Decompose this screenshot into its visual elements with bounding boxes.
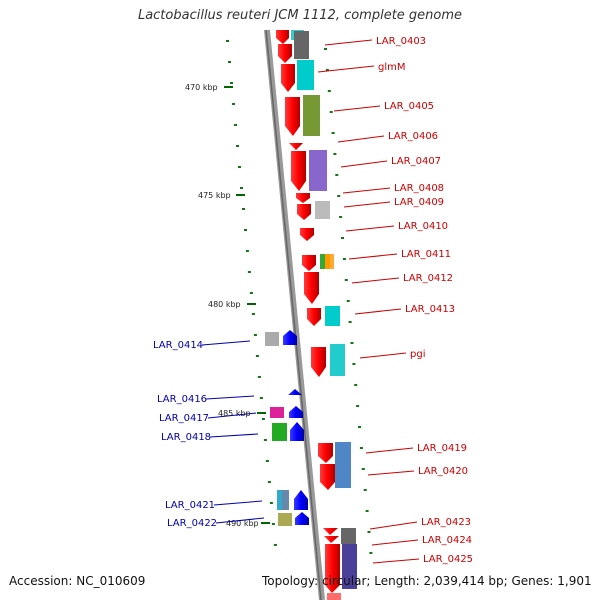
gene-label-LAR_0407[interactable]: LAR_0407 (391, 156, 441, 167)
cds-arrow (283, 330, 297, 345)
cds-arrow (295, 512, 309, 525)
gene-label-LAR_0406[interactable]: LAR_0406 (388, 131, 438, 142)
gene-label-LAR_0409[interactable]: LAR_0409 (394, 197, 444, 208)
gene-label-pgi[interactable]: pgi (410, 349, 425, 360)
gene-label-LAR_0419[interactable]: LAR_0419 (417, 443, 467, 454)
topology-text: Topology: circular; Length: 2,039,414 bp… (262, 574, 592, 588)
gene-label-glmM[interactable]: glmM (378, 62, 406, 73)
scale-label-490: 490 kbp (226, 519, 259, 528)
gene-label-LAR_0411[interactable]: LAR_0411 (401, 249, 451, 260)
accession-text: Accession: NC_010609 (9, 574, 146, 588)
cds-arrow (302, 255, 316, 271)
cds-arrow (289, 406, 303, 418)
cds-arrow (311, 347, 326, 377)
reverse-cds-track (265, 330, 309, 526)
gene-label-LAR_0424[interactable]: LAR_0424 (422, 535, 472, 546)
forward-cds-track (276, 30, 341, 600)
reverse-gene-labels: LAR_0414 LAR_0416 LAR_0417 LAR_0418 LAR_… (153, 340, 265, 529)
gene-label-LAR_0422[interactable]: LAR_0422 (167, 518, 217, 529)
cds-arrow (289, 143, 303, 150)
cds-arrow (307, 308, 321, 326)
forward-cog-track (291, 30, 357, 589)
gene-label-LAR_0414[interactable]: LAR_0414 (153, 340, 203, 351)
scale-label-470: 470 kbp (185, 83, 218, 92)
cds-arrow (320, 464, 335, 490)
gene-label-LAR_0405[interactable]: LAR_0405 (384, 101, 434, 112)
gene-label-LAR_0425[interactable]: LAR_0425 (423, 554, 473, 565)
cds-arrow (325, 544, 340, 593)
cds-arrow (324, 536, 339, 543)
gene-label-LAR_0420[interactable]: LAR_0420 (418, 466, 468, 477)
scale-ticks: 470 kbp 475 kbp 480 kbp 485 kbp 490 kbp (185, 83, 270, 528)
cds-arrow (323, 528, 338, 535)
gene-label-LAR_0403[interactable]: LAR_0403 (376, 36, 426, 47)
gene-label-LAR_0416[interactable]: LAR_0416 (157, 394, 207, 405)
cds-arrow (294, 490, 308, 510)
cds-arrow (296, 193, 310, 203)
cds-arrow (276, 30, 289, 44)
cds-arrow (290, 422, 304, 441)
forward-gene-labels: LAR_0403 glmM LAR_0405 LAR_0406 LAR_0407… (317, 36, 473, 565)
cds-arrow (327, 593, 341, 600)
cds-arrow (300, 228, 314, 241)
cds-arrow (285, 97, 300, 136)
cds-arrow (291, 151, 306, 191)
cds-arrow (281, 64, 295, 92)
cds-arrow (318, 443, 333, 463)
gene-label-LAR_0417[interactable]: LAR_0417 (159, 413, 209, 424)
cds-arrow (278, 44, 292, 63)
scale-label-485: 485 kbp (218, 409, 251, 418)
gene-label-LAR_0423[interactable]: LAR_0423 (421, 517, 471, 528)
gene-label-LAR_0408[interactable]: LAR_0408 (394, 183, 444, 194)
gene-label-LAR_0413[interactable]: LAR_0413 (405, 304, 455, 315)
gene-label-LAR_0410[interactable]: LAR_0410 (398, 221, 448, 232)
cds-arrow (297, 204, 311, 220)
gene-label-LAR_0412[interactable]: LAR_0412 (403, 273, 453, 284)
cds-arrow (288, 389, 302, 395)
cds-arrow (304, 272, 319, 304)
scale-label-480: 480 kbp (208, 300, 241, 309)
scale-label-475: 475 kbp (198, 191, 231, 200)
gene-label-LAR_0421[interactable]: LAR_0421 (165, 500, 215, 511)
genome-title: Lactobacillus reuteri JCM 1112, complete… (137, 8, 463, 23)
gene-label-LAR_0418[interactable]: LAR_0418 (161, 432, 211, 443)
gc-skew-ticks (226, 40, 373, 554)
genome-backbone (264, 29, 325, 600)
